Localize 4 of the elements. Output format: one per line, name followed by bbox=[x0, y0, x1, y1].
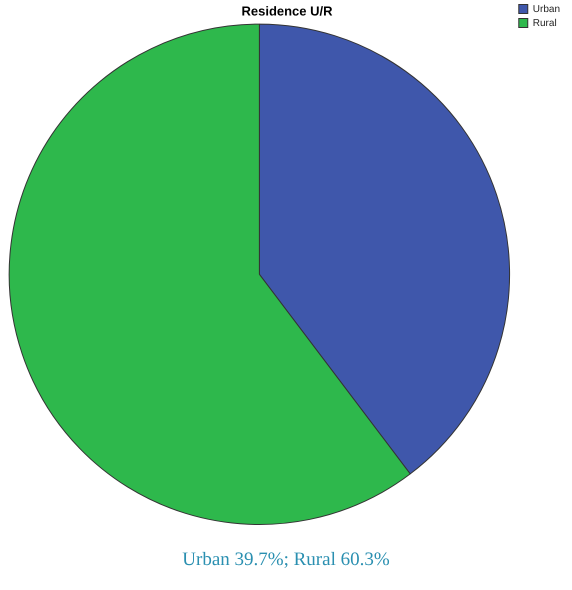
legend-label: Urban bbox=[532, 4, 560, 15]
text: Urban 39.7%; Rural 60.3% bbox=[181, 549, 391, 571]
chart-title: Residence U/R bbox=[241, 3, 334, 18]
legend-label: Rural bbox=[532, 18, 557, 29]
